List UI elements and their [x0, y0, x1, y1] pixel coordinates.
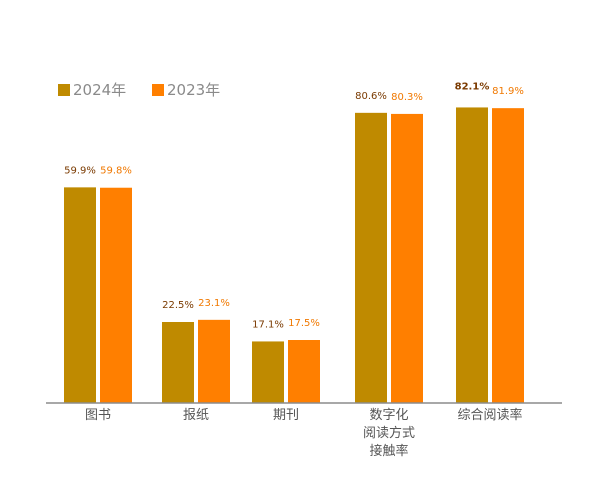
legend-label-1: 2023年	[167, 81, 220, 99]
legend-swatch-0	[58, 84, 70, 96]
bar-3-1	[391, 113, 423, 404]
category-label-3: 数字化阅读方式接触率	[363, 408, 415, 459]
category-label-4: 综合阅读率	[457, 407, 522, 423]
bar-3-0	[355, 112, 387, 403]
legend: 2024年 2023年	[58, 81, 220, 99]
bar-1-0	[162, 322, 194, 403]
value-label-3-1: 80.3%	[391, 92, 423, 103]
value-label-4-0: 82.1%	[455, 81, 490, 92]
bars-group	[64, 107, 524, 404]
value-labels-group: 59.9% 59.8% 22.5% 23.1% 17.1% 17.5% 80.6% 80.3%…	[64, 81, 524, 330]
bar-1-1	[198, 319, 230, 403]
legend-label-0: 2024年	[73, 81, 126, 99]
value-label-0-0: 59.9%	[64, 165, 96, 176]
value-label-1-0: 22.5%	[162, 300, 194, 311]
legend-swatch-1	[152, 84, 164, 96]
category-label-1: 报纸	[183, 408, 209, 423]
bar-0-0	[64, 187, 96, 403]
bar-4-1	[492, 108, 524, 403]
value-label-2-1: 17.5%	[288, 318, 320, 329]
value-label-3-0: 80.6%	[355, 91, 387, 102]
value-label-1-1: 23.1%	[198, 298, 230, 309]
value-label-2-0: 17.1%	[252, 319, 284, 330]
bar-2-1	[288, 340, 320, 403]
category-labels-group: 图书 报纸 期刊 数字化阅读方式接触率 综合阅读率	[85, 407, 523, 459]
bar-4-0	[456, 107, 488, 403]
bar-2-0	[252, 341, 284, 403]
bar-0-1	[100, 187, 132, 403]
value-label-4-1: 81.9%	[492, 86, 524, 97]
value-label-0-1: 59.8%	[100, 166, 132, 177]
category-label-2: 期刊	[273, 408, 299, 423]
category-label-0: 图书	[85, 408, 111, 423]
